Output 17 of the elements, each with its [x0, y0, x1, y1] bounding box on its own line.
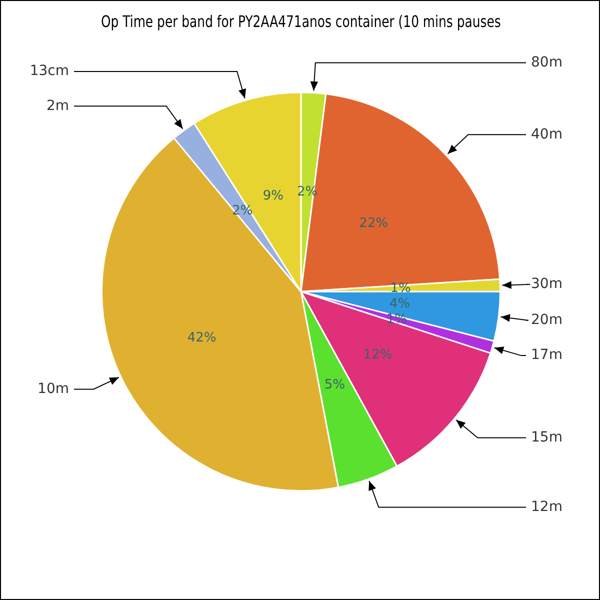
data-label: 12% [363, 347, 392, 362]
data-label: 5% [324, 378, 346, 393]
slice-label: 12m [531, 498, 562, 515]
data-label: 9% [262, 188, 284, 204]
slice-label: 80m [531, 54, 562, 70]
data-label: 22% [359, 216, 388, 231]
slice-label: 13cm [30, 63, 69, 80]
slice-label: 2m [46, 98, 69, 114]
slice-label: 17m [531, 347, 562, 364]
slice-label: 40m [531, 126, 562, 142]
data-label: 42% [187, 330, 216, 346]
chart-title: Op Time per band for PY2AA471anos container (10 mins pauses [101, 13, 501, 32]
data-label: 4% [390, 296, 410, 312]
slice-label: 15m [531, 429, 562, 446]
slice-label: 30m [531, 276, 562, 292]
slice-label: 10m [38, 380, 69, 397]
slice-label: 20m [531, 312, 562, 328]
